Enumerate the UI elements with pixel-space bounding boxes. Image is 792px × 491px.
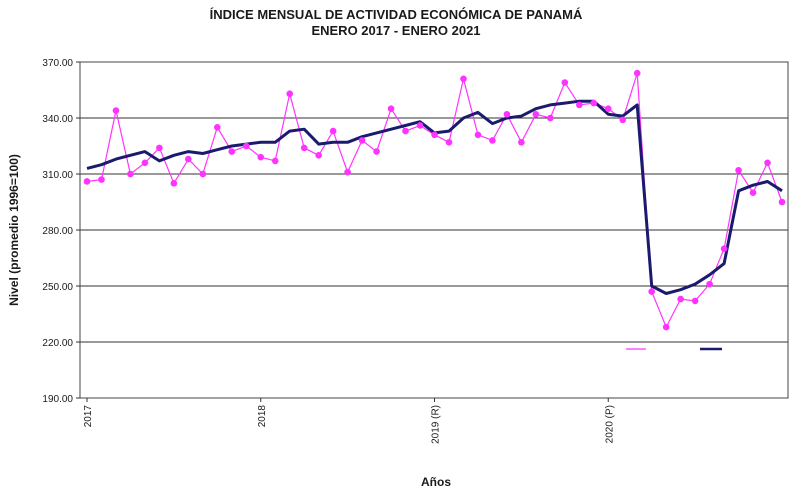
x-tick-label: 2017: [83, 405, 94, 428]
series-group: [83, 69, 786, 331]
data-point: [575, 101, 583, 109]
chart-title: ÍNDICE MENSUAL DE ACTIVIDAD ECONÓMICA DE…: [209, 7, 583, 22]
data-point: [387, 105, 395, 112]
data-point: [170, 180, 178, 187]
data-point: [489, 137, 496, 144]
data-point: [445, 138, 453, 146]
data-point: [257, 153, 265, 161]
y-tick-label: 250.00: [42, 282, 73, 293]
x-axis-ticks: 2017 2018 2019 (R) 2020 (P): [83, 398, 615, 444]
data-point: [271, 157, 279, 165]
data-point: [329, 127, 337, 135]
data-point: [706, 280, 713, 288]
data-point: [300, 144, 308, 152]
data-point: [735, 166, 742, 174]
data-point: [778, 198, 786, 206]
data-point: [503, 110, 511, 118]
y-axis-ticks: 190.00 220.00 250.00 280.00 310.00 340.00 370.…: [42, 58, 80, 405]
chart-subtitle: ENERO 2017 - ENERO 2021: [311, 23, 481, 38]
data-point: [402, 127, 409, 135]
data-point: [764, 159, 771, 167]
data-point: [648, 288, 655, 295]
data-point: [749, 189, 757, 196]
data-point: [112, 107, 120, 114]
data-point: [677, 295, 684, 303]
data-point: [358, 137, 366, 144]
data-point: [344, 168, 351, 176]
y-tick-label: 190.00: [42, 394, 73, 405]
data-point: [720, 245, 728, 252]
data-point: [185, 155, 192, 163]
data-point: [228, 148, 236, 155]
data-point: [315, 152, 322, 159]
data-point: [431, 131, 438, 139]
data-point: [373, 148, 380, 155]
data-point: [156, 144, 163, 152]
data-point: [619, 116, 627, 124]
data-point: [518, 138, 525, 146]
data-point: [590, 99, 598, 107]
data-point: [460, 75, 467, 83]
data-point: [286, 90, 294, 98]
grid-lines: [80, 61, 788, 399]
data-point: [242, 142, 250, 150]
x-axis-label: Años: [421, 475, 451, 489]
x-tick-label: 2020 (P): [604, 405, 615, 443]
data-point: [561, 79, 569, 86]
data-point: [604, 105, 612, 112]
data-point: [98, 176, 105, 183]
data-point: [199, 170, 207, 178]
x-tick-label: 2019 (R): [431, 405, 442, 444]
data-point: [416, 122, 424, 129]
y-tick-label: 220.00: [42, 338, 73, 349]
data-point: [691, 297, 699, 305]
data-point: [83, 178, 91, 185]
data-point: [633, 69, 641, 77]
y-tick-label: 280.00: [42, 226, 73, 237]
data-point: [547, 114, 554, 122]
series-line-trend: [86, 99, 783, 295]
y-tick-label: 310.00: [42, 170, 73, 181]
data-point: [127, 170, 134, 178]
data-point: [214, 124, 221, 131]
data-point: [532, 110, 540, 118]
y-tick-label: 340.00: [42, 114, 73, 125]
x-tick-label: 2018: [257, 405, 268, 428]
data-point: [474, 131, 482, 139]
data-point: [141, 159, 149, 167]
data-point: [662, 323, 670, 331]
y-tick-label: 370.00: [42, 58, 73, 69]
